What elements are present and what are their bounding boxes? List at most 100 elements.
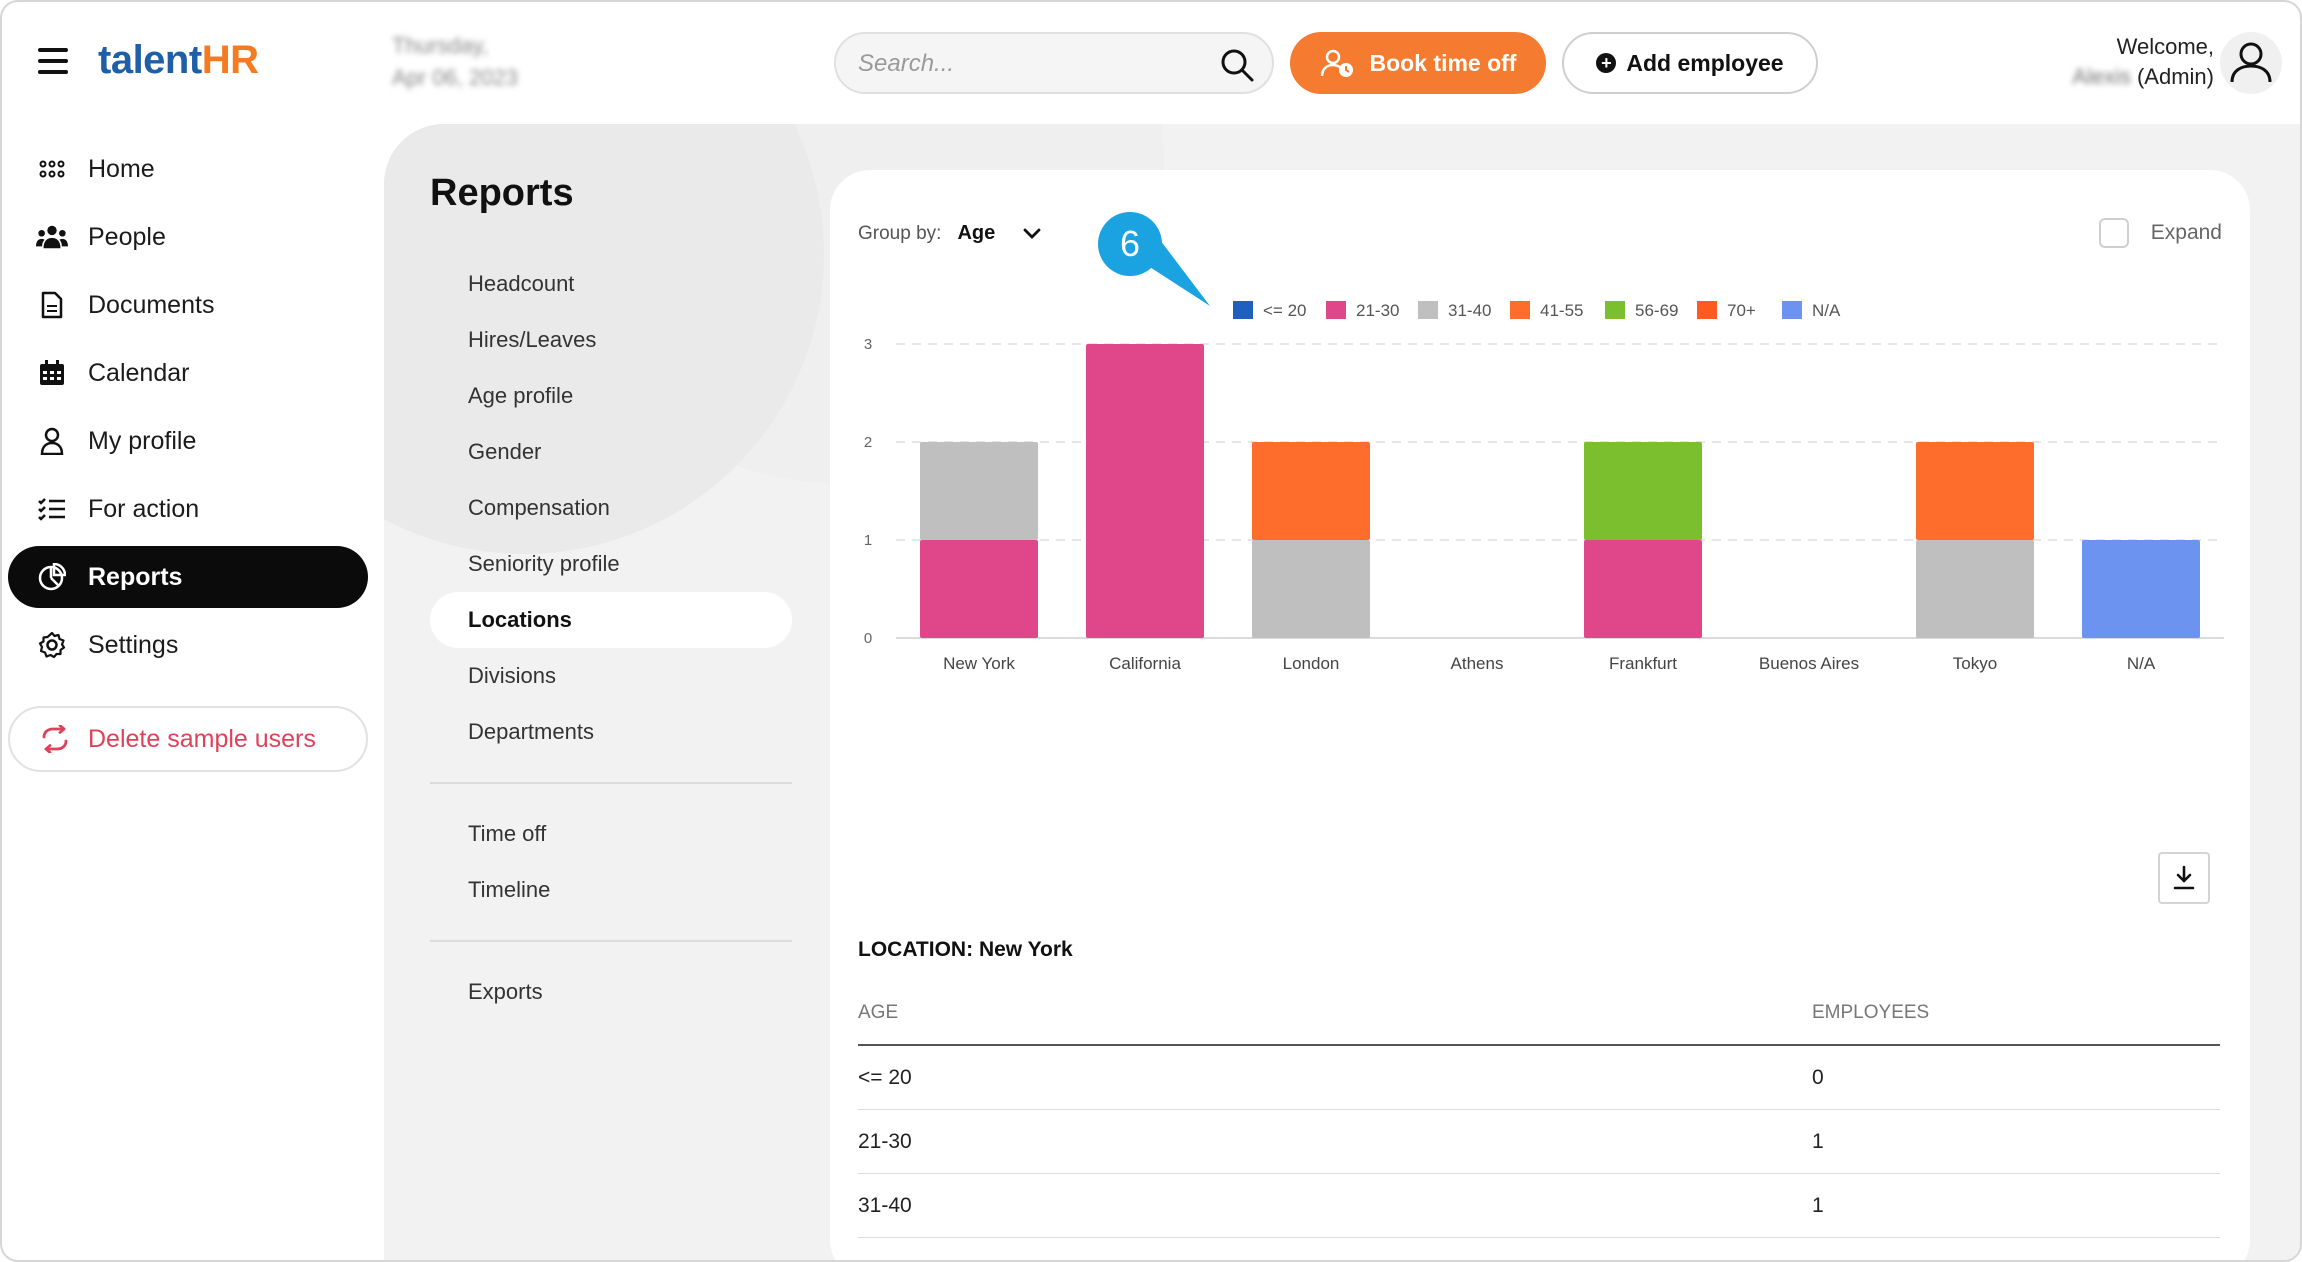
bar-segment <box>920 442 1038 540</box>
sidebar-item-people[interactable]: People <box>8 206 368 268</box>
book-time-off-label: Book time off <box>1369 49 1517 76</box>
submenu-item-locations[interactable]: Locations <box>430 592 792 648</box>
y-tick-label: 1 <box>864 532 872 549</box>
add-employee-button[interactable]: + Add employee <box>1562 32 1818 94</box>
submenu-item-hires-leaves[interactable]: Hires/Leaves <box>468 327 597 352</box>
sidebar-item-my-profile[interactable]: My profile <box>8 410 368 472</box>
group-by-select[interactable]: Age <box>957 222 1041 245</box>
welcome-block: Welcome, Alexis (Admin) <box>2072 32 2214 92</box>
date-full: Apr 06, 2023 <box>392 65 518 90</box>
x-tick-label: California <box>1109 654 1181 673</box>
table-row: 31-40 1 <box>858 1174 2220 1238</box>
legend-label: 56-69 <box>1635 301 1678 320</box>
sidebar-item-label: Documents <box>88 290 215 319</box>
bar-segment <box>1252 540 1370 638</box>
pie-chart-icon <box>36 561 68 593</box>
stacked-bar-chart: 0 1 2 3 New York California London Athens Frankf… <box>864 212 2224 673</box>
calendar-icon <box>36 357 68 389</box>
submenu-item-age-profile[interactable]: Age profile <box>468 383 574 408</box>
add-employee-label: Add employee <box>1626 49 1784 76</box>
submenu-item-headcount[interactable]: Headcount <box>468 271 575 296</box>
submenu-item-exports[interactable]: Exports <box>468 979 543 1004</box>
refresh-arrows-icon <box>40 725 70 753</box>
x-tick-label: New York <box>943 654 1015 673</box>
table-row: 21-30 1 <box>858 1110 2220 1174</box>
plus-circle-icon: + <box>1596 53 1617 73</box>
book-time-off-button[interactable]: Book time off <box>1290 32 1546 94</box>
y-tick-label: 2 <box>864 434 872 451</box>
legend-swatch <box>1510 301 1530 319</box>
group-by-value: Age <box>957 222 996 244</box>
cell-employees: 1 <box>1812 1193 1824 1217</box>
sidebar-item-documents[interactable]: Documents <box>8 274 368 336</box>
cell-employees: 1 <box>1812 1129 1824 1153</box>
legend-label: 21-30 <box>1356 301 1399 320</box>
legend-label: <= 20 <box>1263 301 1307 320</box>
bar-segment <box>1086 344 1204 638</box>
grid-dots-icon <box>36 153 68 185</box>
legend-swatch <box>1326 301 1346 319</box>
sidebar-item-home[interactable]: Home <box>8 138 368 200</box>
user-name: Alexis <box>2072 64 2131 89</box>
expand-checkbox[interactable] <box>2098 218 2129 248</box>
sidebar-item-label: For action <box>88 494 200 523</box>
submenu-item-gender[interactable]: Gender <box>468 439 542 464</box>
submenu-item-time-off[interactable]: Time off <box>468 821 547 846</box>
submenu-item-timeline[interactable]: Timeline <box>468 877 551 902</box>
delete-sample-users-button[interactable]: Delete sample users <box>8 706 368 772</box>
submenu-item-departments[interactable]: Departments <box>468 719 594 744</box>
chevron-down-icon <box>1023 228 1041 239</box>
search-input[interactable] <box>858 46 1198 82</box>
sidebar-item-for-action[interactable]: For action <box>8 478 368 540</box>
location-label: LOCATION: <box>858 938 974 961</box>
group-by-control: Group by: Age <box>858 222 1041 245</box>
cell-employees: 0 <box>1812 1065 1824 1089</box>
submenu-item-divisions[interactable]: Divisions <box>468 663 557 688</box>
cell-age: 21-30 <box>858 1129 912 1153</box>
logo[interactable]: talentHR <box>98 38 259 83</box>
callout-circle <box>1098 212 1162 276</box>
welcome-text: Welcome, <box>2116 34 2214 59</box>
download-button[interactable] <box>2158 852 2210 904</box>
search-icon[interactable] <box>1218 46 1256 84</box>
bar-segment <box>1584 442 1702 540</box>
divider <box>430 782 792 784</box>
x-tick-label: Athens <box>1451 654 1504 673</box>
bar-segment <box>1584 540 1702 638</box>
reports-submenu: Headcount Hires/Leaves Age profile Gende… <box>430 256 792 1020</box>
sidebar-item-calendar[interactable]: Calendar <box>8 342 368 404</box>
legend-swatch <box>1782 301 1802 319</box>
callout-number: 6 <box>1120 223 1140 264</box>
submenu-item-seniority-profile[interactable]: Seniority profile <box>468 551 620 576</box>
legend-swatch <box>1697 301 1717 319</box>
page-title: Reports <box>430 172 574 214</box>
bar-segment <box>1916 442 2034 540</box>
x-tick-label: Buenos Aires <box>1759 654 1859 673</box>
age-table: AGE EMPLOYEES <= 20 0 21-30 1 31-40 1 <box>858 982 2220 1238</box>
search-box <box>834 32 1274 94</box>
location-heading: LOCATION: New York <box>858 938 1073 962</box>
sidebar-item-reports[interactable]: Reports <box>8 546 368 608</box>
sidebar-item-label: Settings <box>88 630 179 659</box>
sidebar-nav: Home People Documents Calendar My profil… <box>2 138 374 682</box>
column-header-employees: EMPLOYEES <box>1812 1002 1930 1023</box>
legend-label: 70+ <box>1727 301 1756 320</box>
current-date: Thursday, Apr 06, 2023 <box>392 30 518 94</box>
x-tick-label: Tokyo <box>1953 654 1997 673</box>
legend-swatch <box>1418 301 1438 319</box>
group-by-label: Group by: <box>858 222 942 244</box>
user-avatar-icon <box>2230 42 2272 83</box>
avatar[interactable] <box>2220 32 2282 94</box>
legend-label: 41-55 <box>1540 301 1583 320</box>
hamburger-menu-icon[interactable] <box>38 48 68 74</box>
expand-label: Expand <box>2150 221 2222 244</box>
cell-age: <= 20 <box>858 1065 912 1089</box>
sidebar-item-settings[interactable]: Settings <box>8 614 368 676</box>
bar-segment <box>1916 540 2034 638</box>
submenu-item-compensation[interactable]: Compensation <box>468 495 610 520</box>
table-header: AGE EMPLOYEES <box>858 982 2220 1046</box>
legend-label: N/A <box>1812 301 1841 320</box>
user-icon <box>36 425 68 457</box>
delete-sample-users-label: Delete sample users <box>88 724 316 753</box>
